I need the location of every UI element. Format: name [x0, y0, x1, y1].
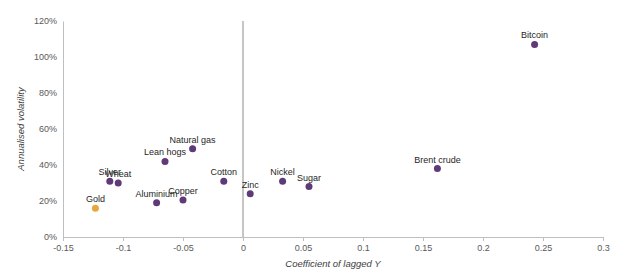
- zero-line: [243, 21, 244, 237]
- y-tick-label: 0%: [44, 232, 57, 242]
- x-tick-mark: [63, 237, 64, 241]
- point: [153, 199, 160, 206]
- point: [162, 158, 169, 165]
- x-tick: -0.15: [53, 237, 74, 253]
- x-tick: 0.25: [535, 237, 553, 253]
- plot: 0% 20% 40% 60% 80% 100% 120% -0.15 -0.1 -0.05 0 0.0…: [34, 16, 610, 253]
- point-label: Bitcoin: [521, 30, 548, 40]
- x-tick-label: 0.05: [295, 243, 313, 253]
- x-tick: 0: [241, 237, 246, 253]
- y-tick: 60%: [39, 124, 63, 134]
- point: [531, 41, 538, 48]
- x-tick-label: 0.3: [597, 243, 610, 253]
- point-label: Gold: [86, 194, 105, 204]
- x-tick: 0.2: [477, 237, 490, 253]
- x-tick: -0.1: [116, 237, 132, 253]
- x-tick-mark: [603, 237, 604, 241]
- point-label: Cotton: [211, 167, 238, 177]
- x-tick: 0.1: [357, 237, 370, 253]
- point: [180, 197, 187, 204]
- point-label: Brent crude: [414, 155, 461, 165]
- x-tick-label: 0.15: [415, 243, 433, 253]
- point-label: Nickel: [270, 167, 295, 177]
- y-tick-label: 100%: [34, 52, 57, 62]
- x-tick: -0.05: [173, 237, 194, 253]
- y-tick: 120%: [34, 16, 63, 26]
- point-label: Natural gas: [170, 135, 217, 145]
- x-tick-mark: [243, 237, 244, 241]
- y-axis-title: Annualised volatility: [15, 86, 26, 172]
- point: [115, 180, 122, 187]
- x-tick-label: -0.15: [53, 243, 74, 253]
- x-axis: -0.15 -0.1 -0.05 0 0.05 0.1 0.15 0.2 0.25 0.3: [53, 237, 610, 253]
- point-label: Wheat: [105, 169, 132, 179]
- x-tick-mark: [483, 237, 484, 241]
- y-tick: 80%: [39, 88, 63, 98]
- y-tick-label: 60%: [39, 124, 57, 134]
- y-tick: 40%: [39, 160, 63, 170]
- x-tick-label: 0.1: [357, 243, 370, 253]
- y-tick: 0%: [44, 232, 63, 242]
- y-axis-line: [63, 22, 64, 238]
- x-tick-mark: [123, 237, 124, 241]
- x-tick-label: 0.25: [535, 243, 553, 253]
- x-tick: 0.15: [415, 237, 433, 253]
- point: [279, 178, 286, 185]
- x-tick-label: -0.05: [173, 243, 194, 253]
- x-axis-line: [64, 238, 604, 242]
- y-tick-label: 20%: [39, 196, 57, 206]
- point: [434, 165, 441, 172]
- x-tick-mark: [543, 237, 544, 241]
- point: [306, 183, 313, 190]
- y-tick: 20%: [39, 196, 63, 206]
- chart: 0% 20% 40% 60% 80% 100% 120% -0.15 -0.1 -0.05 0 0.0…: [0, 0, 640, 276]
- x-tick: 0.05: [295, 237, 313, 253]
- x-tick-mark: [183, 237, 184, 241]
- x-tick-mark: [423, 237, 424, 241]
- y-axis: 0% 20% 40% 60% 80% 100% 120%: [34, 16, 64, 242]
- x-tick-label: -0.1: [116, 243, 132, 253]
- x-tick-mark: [303, 237, 304, 241]
- point-label: Aluminium: [136, 189, 178, 199]
- point-label: Lean hogs: [144, 147, 187, 157]
- point: [220, 178, 227, 185]
- point-label: Zinc: [242, 180, 260, 190]
- y-tick-label: 40%: [39, 160, 57, 170]
- point-labels: BitcoinBrent crudeSugarNickelZincCottonC…: [86, 30, 548, 204]
- x-tick: 0.3: [597, 237, 610, 253]
- x-tick-label: 0.2: [477, 243, 490, 253]
- point: [92, 205, 99, 212]
- point: [247, 190, 254, 197]
- x-axis-title: Coefficient of lagged Y: [285, 258, 381, 269]
- point-label: Sugar: [297, 173, 321, 183]
- x-tick-mark: [363, 237, 364, 241]
- x-tick-label: 0: [241, 243, 246, 253]
- y-tick-label: 120%: [34, 16, 57, 26]
- y-tick-label: 80%: [39, 88, 57, 98]
- y-tick: 100%: [34, 52, 63, 62]
- points: [92, 41, 538, 212]
- point: [189, 145, 196, 152]
